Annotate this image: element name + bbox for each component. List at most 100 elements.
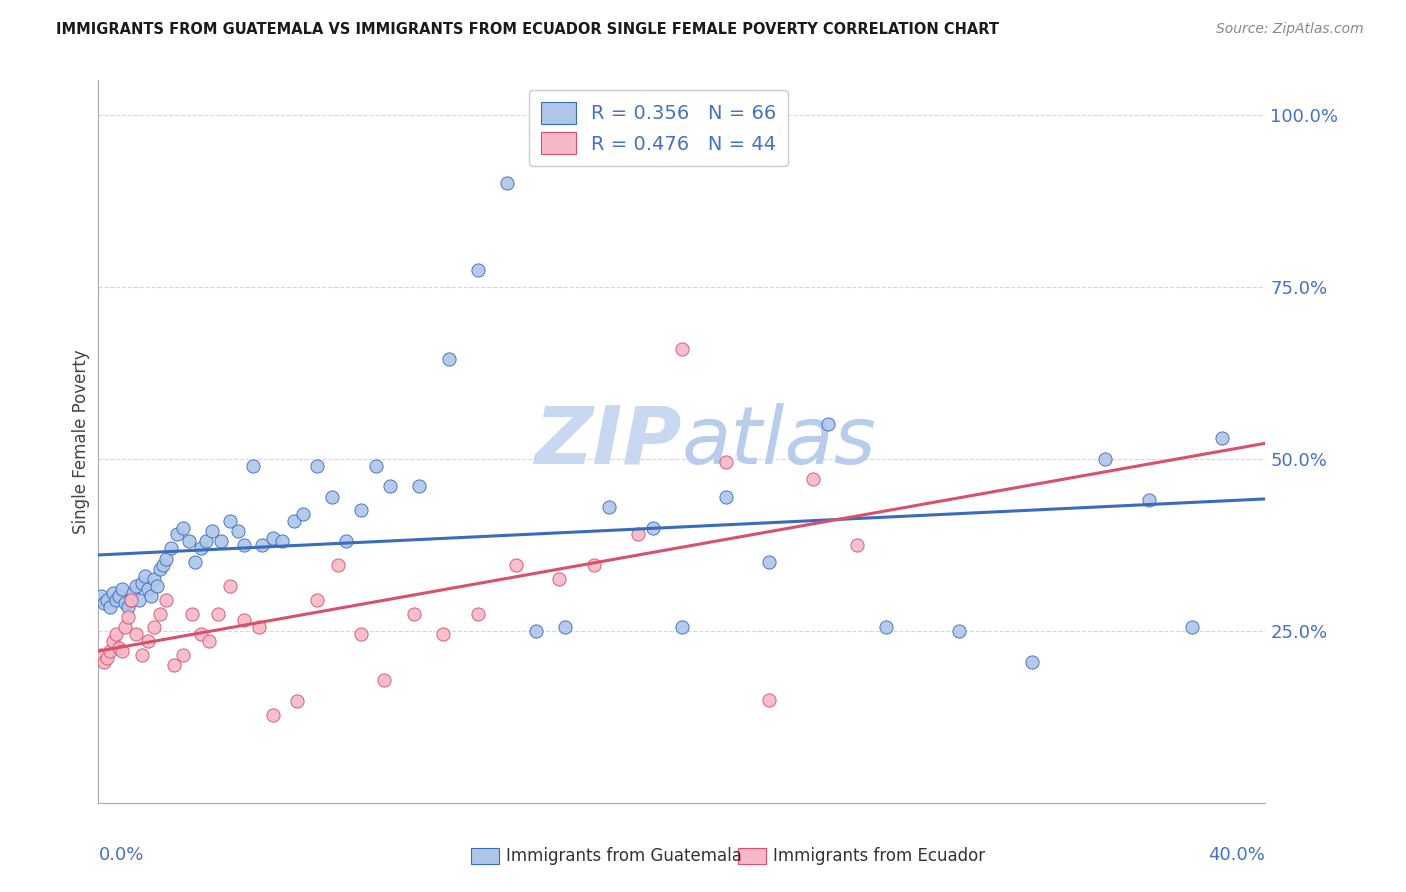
- Point: [247, 620, 270, 634]
- Point: [714, 455, 737, 469]
- Point: [350, 503, 373, 517]
- Point: [96, 592, 118, 607]
- Point: [233, 614, 256, 628]
- Point: [201, 524, 224, 538]
- Point: [90, 648, 112, 662]
- Point: [408, 479, 430, 493]
- Point: [714, 490, 737, 504]
- Point: [817, 417, 839, 432]
- Point: [1094, 451, 1116, 466]
- Point: [114, 596, 136, 610]
- Point: [111, 582, 134, 597]
- Point: [228, 524, 250, 538]
- Point: [139, 590, 162, 604]
- Point: [271, 534, 294, 549]
- Point: [117, 610, 139, 624]
- Point: [307, 458, 329, 473]
- Point: [149, 562, 172, 576]
- Point: [758, 555, 780, 569]
- Point: [155, 592, 177, 607]
- Point: [554, 620, 576, 634]
- Point: [190, 541, 212, 556]
- Point: [131, 575, 153, 590]
- Point: [160, 541, 183, 556]
- Point: [183, 555, 205, 569]
- Point: [125, 627, 148, 641]
- Point: [583, 558, 606, 573]
- Point: [122, 586, 145, 600]
- Point: [98, 599, 121, 614]
- Point: [111, 644, 134, 658]
- Point: [291, 507, 314, 521]
- Legend: R = 0.356   N = 66, R = 0.476   N = 44: R = 0.356 N = 66, R = 0.476 N = 44: [529, 90, 789, 166]
- Point: [104, 592, 127, 607]
- Point: [505, 558, 527, 573]
- Point: [233, 538, 256, 552]
- Point: [1021, 655, 1043, 669]
- Point: [671, 342, 693, 356]
- Point: [846, 538, 869, 552]
- Point: [1211, 431, 1233, 445]
- Point: [128, 592, 150, 607]
- Point: [242, 458, 264, 473]
- Point: [467, 607, 489, 621]
- Point: [198, 634, 221, 648]
- Point: [134, 568, 156, 582]
- Point: [98, 644, 121, 658]
- Point: [195, 534, 218, 549]
- Point: [285, 694, 308, 708]
- Point: [262, 531, 284, 545]
- Point: [402, 607, 425, 621]
- Point: [380, 479, 402, 493]
- Point: [149, 607, 172, 621]
- Point: [467, 262, 489, 277]
- Point: [101, 586, 124, 600]
- Point: [172, 520, 194, 534]
- Point: [177, 534, 200, 549]
- Point: [364, 458, 387, 473]
- Point: [93, 596, 115, 610]
- Point: [120, 592, 142, 607]
- Point: [146, 579, 169, 593]
- Point: [120, 592, 142, 607]
- Point: [155, 551, 177, 566]
- Y-axis label: Single Female Poverty: Single Female Poverty: [72, 350, 90, 533]
- Point: [641, 520, 664, 534]
- Point: [104, 627, 127, 641]
- Point: [283, 514, 305, 528]
- Point: [1181, 620, 1204, 634]
- Point: [125, 579, 148, 593]
- Point: [114, 620, 136, 634]
- Point: [93, 655, 115, 669]
- Point: [207, 607, 229, 621]
- Text: atlas: atlas: [682, 402, 877, 481]
- Point: [117, 599, 139, 614]
- Text: 0.0%: 0.0%: [98, 847, 143, 864]
- Text: Immigrants from Guatemala: Immigrants from Guatemala: [506, 847, 742, 865]
- Point: [548, 572, 571, 586]
- Point: [142, 620, 165, 634]
- Point: [136, 582, 159, 597]
- Point: [373, 673, 395, 688]
- Point: [218, 579, 240, 593]
- Point: [101, 634, 124, 648]
- Point: [152, 558, 174, 573]
- Point: [350, 627, 373, 641]
- Point: [180, 607, 202, 621]
- Point: [598, 500, 620, 514]
- Point: [326, 558, 349, 573]
- Text: Immigrants from Ecuador: Immigrants from Ecuador: [773, 847, 986, 865]
- Point: [96, 651, 118, 665]
- Point: [496, 177, 519, 191]
- Point: [627, 527, 650, 541]
- Bar: [738, 848, 766, 864]
- Text: Source: ZipAtlas.com: Source: ZipAtlas.com: [1216, 22, 1364, 37]
- Point: [321, 490, 343, 504]
- Point: [108, 590, 131, 604]
- Text: 40.0%: 40.0%: [1209, 847, 1265, 864]
- Point: [166, 527, 188, 541]
- Point: [131, 648, 153, 662]
- Point: [142, 572, 165, 586]
- Point: [432, 627, 454, 641]
- Point: [190, 627, 212, 641]
